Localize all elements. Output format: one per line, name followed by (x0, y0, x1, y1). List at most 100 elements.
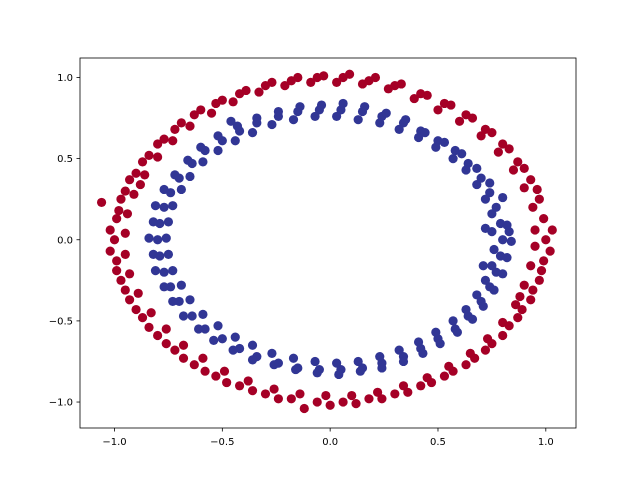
scatter-point (394, 124, 404, 134)
scatter-point (401, 115, 411, 125)
scatter-point (325, 400, 335, 410)
scatter-point (228, 345, 238, 355)
scatter-point (161, 324, 171, 334)
scatter-point (222, 377, 232, 388)
scatter-point (461, 304, 471, 315)
scatter-point (198, 353, 208, 363)
scatter-point (485, 188, 495, 198)
scatter-point (357, 79, 368, 89)
scatter-point (508, 165, 519, 175)
scatter-point (489, 285, 499, 295)
scatter-point (498, 317, 508, 328)
scatter-point (252, 113, 262, 123)
scatter-point (519, 183, 529, 193)
scatter-point (185, 171, 195, 182)
scatter-point (413, 132, 424, 143)
scatter-point (234, 381, 245, 391)
scatter-point (133, 288, 143, 298)
scatter-point (332, 111, 342, 122)
x-tick-label: 0.0 (322, 437, 338, 448)
scatter-point (213, 131, 223, 141)
scatter-point (480, 194, 491, 204)
scatter-point (120, 228, 130, 238)
scatter-point (243, 376, 253, 386)
scatter-point (144, 322, 154, 332)
scatter-point (513, 157, 523, 167)
scatter-point (526, 175, 536, 185)
scatter-point (125, 295, 135, 305)
scatter-point (519, 280, 529, 290)
scatter-point (176, 280, 186, 290)
scatter-point (153, 235, 163, 245)
scatter-point (487, 209, 497, 219)
scatter-point (332, 77, 342, 87)
scatter-point (465, 348, 475, 358)
scatter-point (541, 235, 551, 245)
scatter-point (241, 85, 251, 96)
scatter-point (454, 116, 465, 126)
scatter-point (351, 399, 361, 409)
scatter-point (178, 340, 189, 350)
scatter-point (545, 246, 555, 256)
scatter-point (168, 201, 178, 211)
x-tick-label: −0.5 (210, 437, 234, 448)
scatter-point (485, 178, 495, 188)
scatter-point (347, 390, 357, 401)
scatter-point (310, 356, 320, 367)
scatter-point (267, 77, 277, 87)
scatter-point (502, 220, 512, 230)
scatter-point (498, 330, 508, 341)
scatter-point (114, 205, 124, 216)
scatter-point (539, 214, 549, 224)
scatter-point (170, 124, 180, 134)
series-0 (96, 69, 557, 414)
scatter-point (398, 381, 409, 391)
scatter-point (511, 300, 521, 310)
scatter-point (416, 381, 426, 391)
scatter-point (217, 334, 227, 344)
scatter-point (295, 102, 305, 112)
scatter-point (383, 84, 393, 94)
scatter-point (461, 360, 471, 370)
scatter-point (435, 339, 445, 349)
scatter-point (232, 121, 243, 131)
scatter-point (478, 261, 488, 271)
scatter-point (487, 128, 497, 138)
scatter-point (120, 285, 130, 295)
scatter-point (105, 246, 115, 256)
scatter-point (476, 131, 486, 141)
scatter-point (312, 368, 322, 378)
scatter-point (482, 334, 493, 344)
scatter-point (159, 134, 169, 144)
scatter-point (344, 69, 355, 79)
scatter-point (247, 128, 258, 138)
scatter-point (153, 330, 163, 341)
scatter-point (189, 110, 199, 120)
scatter-point (170, 170, 180, 180)
scatter-point (213, 145, 223, 156)
scatter-point (116, 275, 126, 285)
scatter-point (163, 217, 174, 227)
scatter-point (135, 179, 145, 190)
scatter-point (288, 115, 299, 125)
scatter-point (140, 170, 150, 180)
scatter-point (461, 165, 471, 175)
scatter-point (269, 360, 279, 370)
scatter-point (448, 316, 458, 326)
scatter-point (112, 214, 122, 224)
scatter-point (168, 296, 178, 307)
scatter-point (153, 139, 163, 149)
scatter-point (444, 361, 454, 371)
scatter-point (122, 209, 133, 219)
scatter-point (112, 256, 122, 266)
scatter-point (159, 202, 169, 212)
scatter-point (131, 168, 141, 178)
scatter-point (364, 394, 374, 404)
scatter-point (377, 394, 387, 404)
scatter-point (165, 282, 176, 292)
scatter-point (260, 389, 271, 399)
scatter-point (448, 154, 458, 164)
scatter-point (183, 155, 193, 165)
scatter-point (129, 189, 139, 199)
scatter-point (168, 265, 178, 276)
